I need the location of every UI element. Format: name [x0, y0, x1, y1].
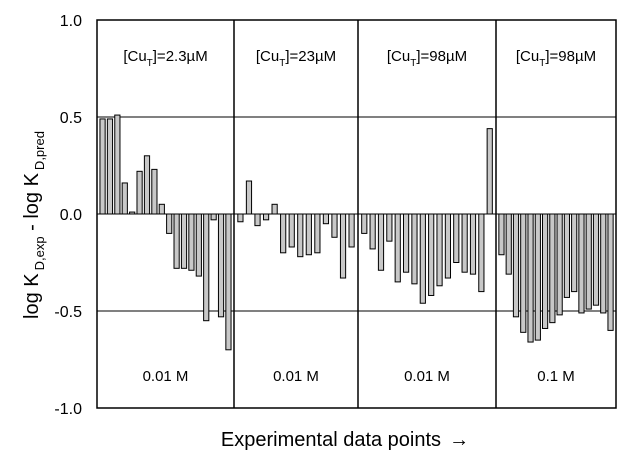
data-bar [305, 213, 312, 256]
y-axis-title-part2: - log K [21, 172, 43, 236]
data-bar [361, 213, 368, 234]
y-axis-title-sub2: D,pred [32, 131, 47, 170]
panel-labels: [CuT]=2.3µM 0.01 M [CuT]=23µM 0.01 M [CuT]=9… [123, 48, 596, 385]
data-bar [322, 213, 330, 225]
panel-ionic-strength-label: 0.01 M [404, 368, 450, 385]
data-bar [210, 213, 217, 221]
plot-frame [96, 19, 617, 409]
y-axis-title-sub1: D,exp [32, 236, 47, 270]
data-bar [151, 168, 158, 215]
data-bar [262, 213, 270, 221]
data-bar [571, 213, 578, 293]
data-bar [563, 213, 571, 298]
data-bar [106, 118, 114, 215]
data-bar [411, 213, 418, 285]
data-bar [386, 213, 393, 242]
panel-ionic-strength-label: 0.01 M [143, 368, 189, 385]
data-bar [143, 155, 151, 215]
data-bar [585, 213, 592, 310]
data-bar [188, 213, 195, 271]
data-bar [114, 114, 121, 215]
data-bar [369, 213, 376, 250]
data-bar [173, 213, 180, 269]
data-bar [592, 213, 600, 306]
data-bar [453, 213, 460, 263]
data-bar [600, 213, 607, 314]
data-bar [444, 213, 452, 279]
data-bar [541, 213, 549, 329]
panel-concentration-label: [CuT]=23µM [256, 48, 336, 69]
data-bar [237, 213, 244, 223]
data-bar [254, 213, 261, 227]
data-bar [428, 213, 435, 296]
y-axis-title-part1: log K [21, 273, 43, 319]
data-bar [486, 128, 493, 215]
data-bar [288, 213, 295, 248]
data-bar [121, 182, 128, 215]
data-bar [297, 213, 304, 258]
data-bar [436, 213, 443, 287]
data-bar [607, 213, 614, 331]
panel-dividers [233, 20, 497, 408]
data-bar [195, 213, 202, 277]
y-tick-label: 0.5 [60, 110, 82, 127]
data-bar [136, 170, 143, 215]
data-bar [180, 213, 188, 269]
data-bar [394, 213, 401, 283]
data-bar [419, 213, 426, 304]
data-bar [348, 213, 355, 248]
data-bar [520, 213, 527, 333]
data-bar [280, 213, 287, 254]
panel-concentration-label: [CuT]=2.3µM [123, 48, 207, 69]
y-tick-label: -1.0 [54, 401, 82, 418]
data-bar [245, 180, 253, 215]
y-tick-labels: -1.0 -0.5 0.0 0.5 1.0 [54, 13, 82, 418]
x-axis-title-text: Experimental data points [221, 429, 441, 451]
panel-concentration-label: [CuT]=98µM [516, 48, 596, 69]
data-bar [166, 213, 173, 234]
data-bar [339, 213, 347, 279]
data-bar [377, 213, 385, 271]
data-bar [534, 213, 541, 341]
panel-ionic-strength-label: 0.1 M [537, 368, 575, 385]
data-bar [158, 203, 165, 215]
data-bar [578, 213, 585, 314]
y-tick-label: -0.5 [54, 304, 82, 321]
y-tick-label: 1.0 [60, 13, 82, 30]
data-bar [478, 213, 485, 293]
data-bar [203, 213, 210, 322]
data-bar [314, 213, 321, 254]
data-bar [99, 118, 106, 215]
data-bar [512, 213, 520, 318]
data-bar [498, 213, 505, 256]
x-axis-arrow-icon: → [449, 429, 469, 451]
y-tick-label: 0.0 [60, 207, 82, 224]
data-bar [527, 213, 534, 343]
data-bar [461, 213, 468, 273]
panel-ionic-strength-label: 0.01 M [273, 368, 319, 385]
data-bar [217, 213, 225, 318]
data-bar [225, 213, 232, 351]
data-bar [271, 203, 278, 215]
data-bar [505, 213, 512, 275]
data-bar [469, 213, 477, 275]
data-bar [549, 213, 556, 324]
data-bar [331, 213, 338, 238]
bars-group [99, 114, 614, 351]
data-bar [402, 213, 410, 273]
data-bar [556, 213, 563, 316]
y-axis-title: log K D,exp - log K D,pred [21, 131, 47, 319]
x-axis-title: Experimental data points → [221, 429, 469, 451]
panel-concentration-label: [CuT]=98µM [387, 48, 467, 69]
